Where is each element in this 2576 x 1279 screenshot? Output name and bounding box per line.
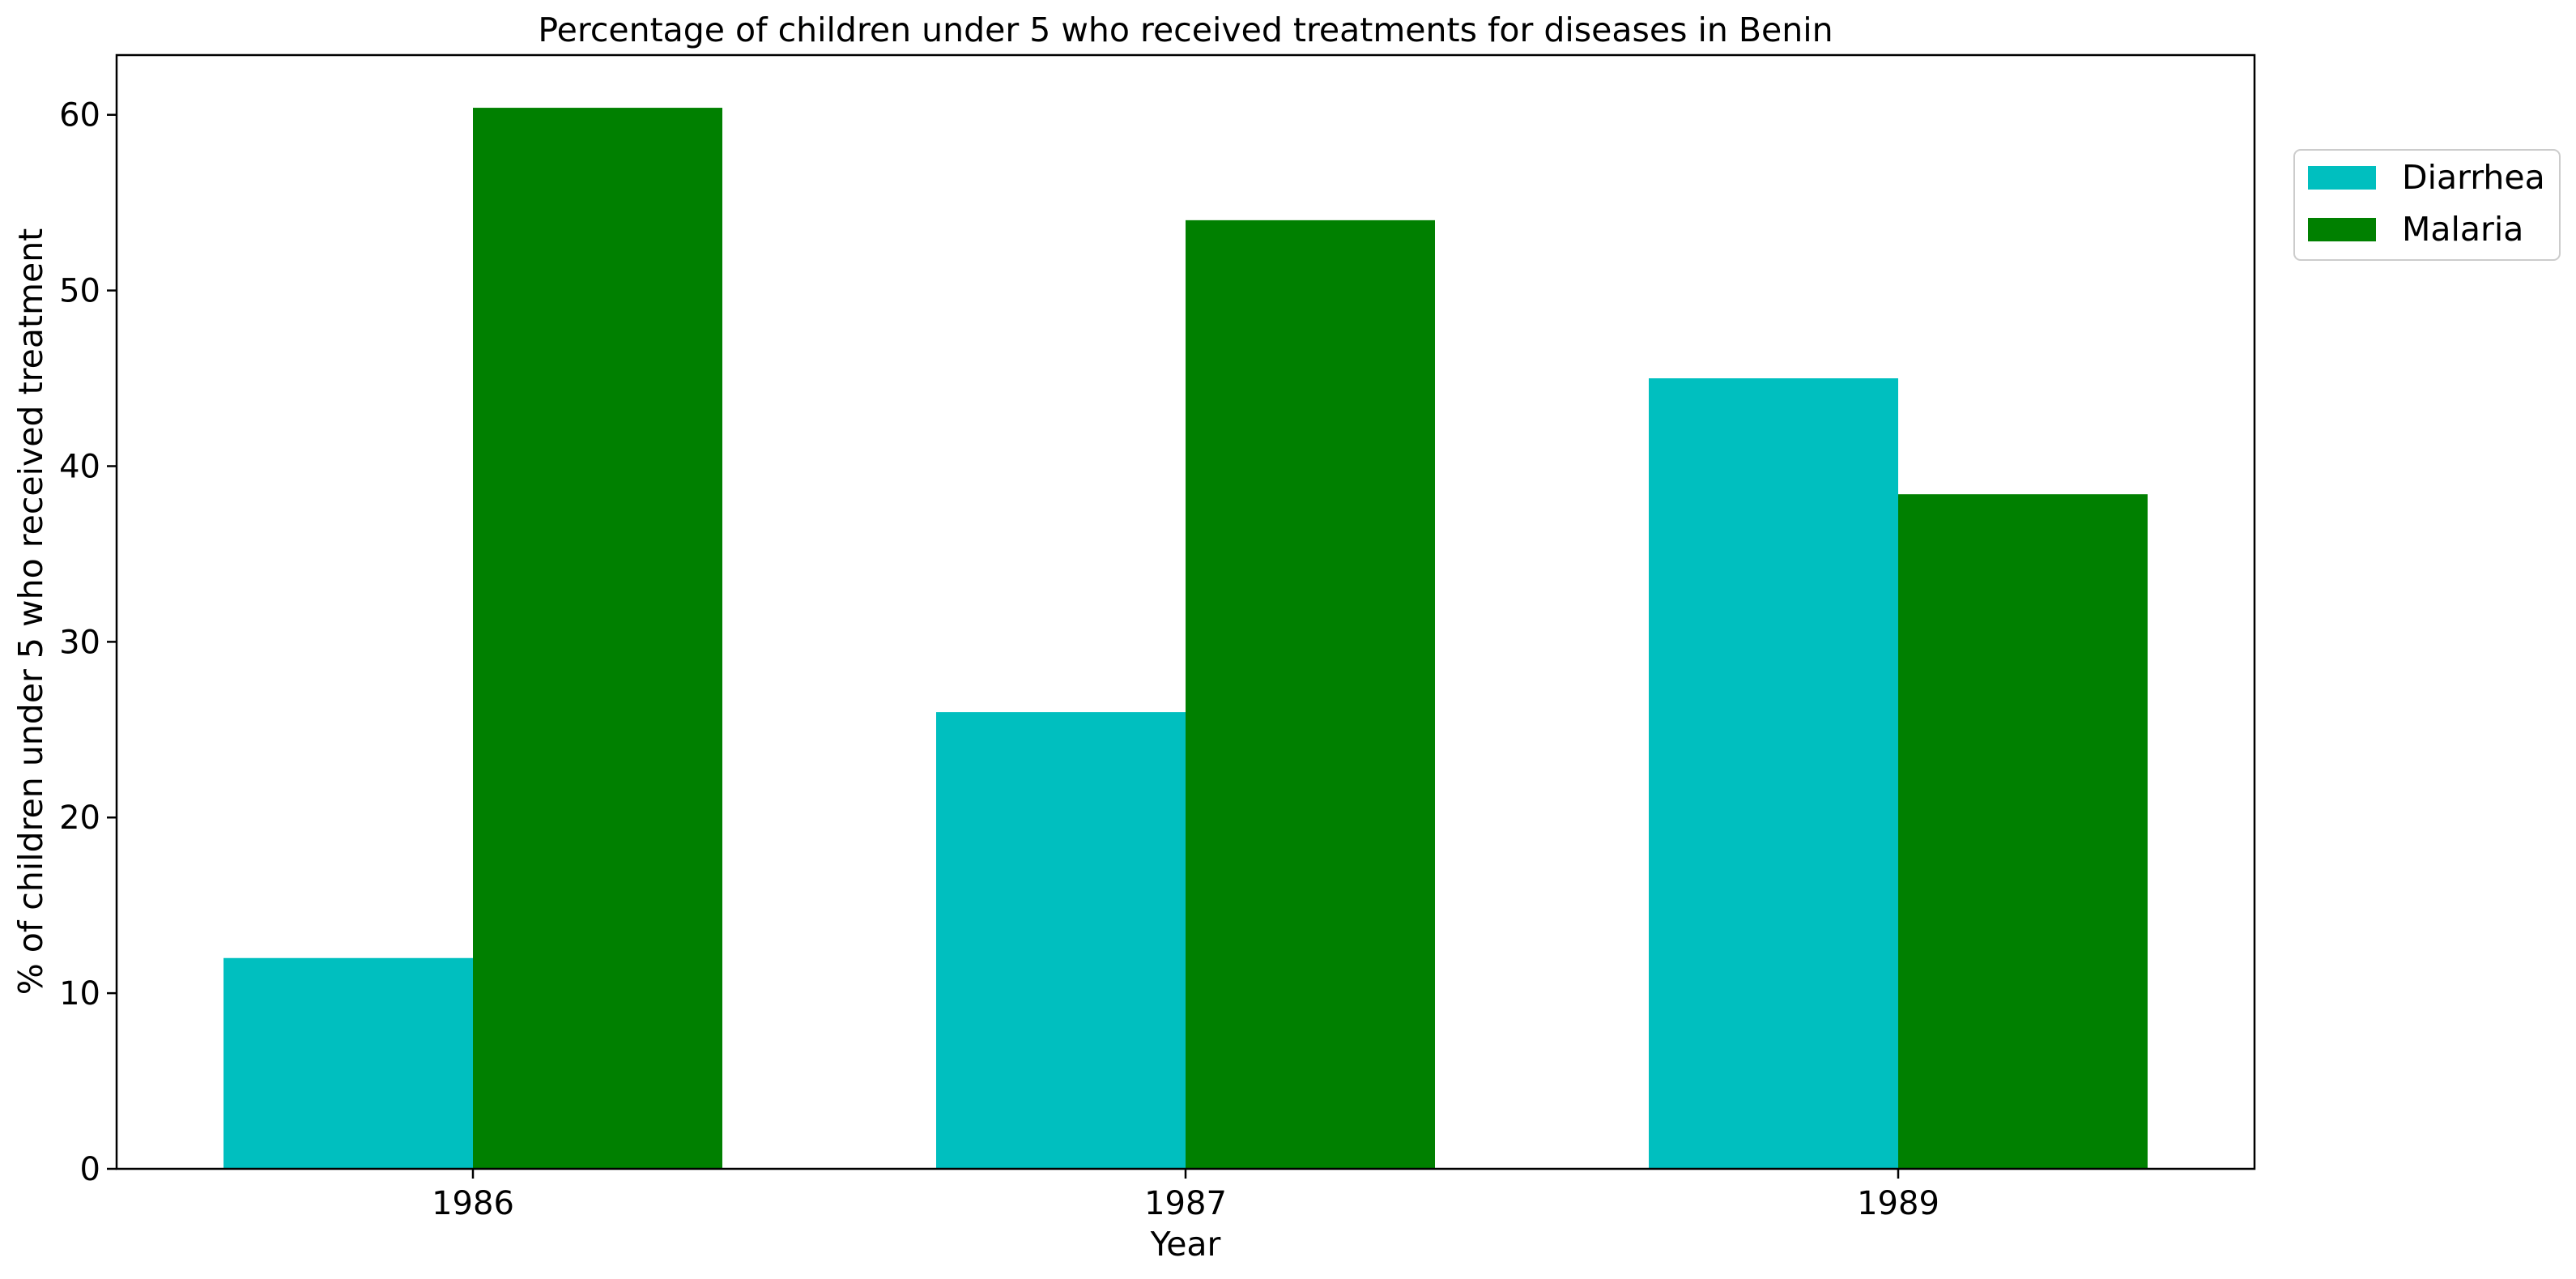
x-tick-label: 1989 [1857, 1185, 1939, 1222]
bar-malaria-1987 [1186, 220, 1435, 1169]
y-tick-label: 20 [59, 799, 100, 837]
plot-frame [115, 53, 2256, 1170]
bars-group [224, 108, 2148, 1169]
legend: Diarrhea Malaria [2293, 149, 2561, 261]
bar-diarrhea-1989 [1649, 378, 1898, 1169]
y-axis: 0 10 20 30 40 50 60 [59, 97, 117, 1188]
bar-malaria-1986 [473, 108, 722, 1169]
bar-diarrhea-1987 [936, 712, 1186, 1169]
y-tick-label: 10 [59, 975, 100, 1013]
x-tick-label: 1987 [1144, 1185, 1227, 1222]
bar-malaria-1989 [1898, 494, 2148, 1169]
legend-label-malaria: Malaria [2402, 210, 2523, 249]
y-tick-label: 60 [59, 97, 100, 134]
y-axis-label: % of children under 5 who received treat… [11, 228, 50, 995]
y-tick-label: 50 [59, 273, 100, 310]
x-axis-label: Year [1150, 1225, 1221, 1264]
x-tick-label: 1986 [432, 1185, 514, 1222]
y-tick-label: 30 [59, 624, 100, 661]
legend-swatch-malaria [2308, 218, 2376, 241]
chart-title: Percentage of children under 5 who recei… [538, 11, 1833, 49]
bar-diarrhea-1986 [224, 957, 473, 1169]
y-tick-label: 40 [59, 448, 100, 485]
legend-swatch-diarrhea [2308, 166, 2376, 190]
legend-label-diarrhea: Diarrhea [2402, 158, 2545, 197]
y-tick-label: 0 [80, 1151, 100, 1188]
x-axis: 1986 1987 1989 [432, 1169, 1939, 1222]
